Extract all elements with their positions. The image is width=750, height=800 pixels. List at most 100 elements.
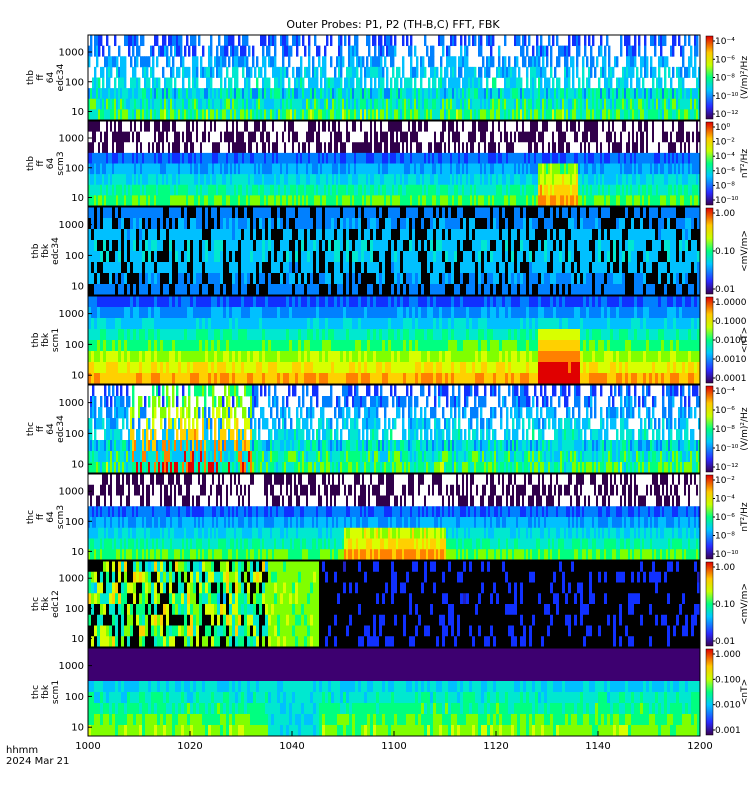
panel-2-cell xyxy=(166,142,169,154)
panel-3-cell xyxy=(232,229,236,241)
panel-2-cell xyxy=(120,174,123,186)
panel-1-cell xyxy=(318,88,321,100)
panel-2-cell xyxy=(130,131,133,143)
panel-1-cell xyxy=(236,45,239,57)
panel-2-cell xyxy=(460,163,463,175)
panel-2-cell xyxy=(632,174,635,186)
panel-2-cell xyxy=(356,163,359,175)
panel-1-cell xyxy=(542,109,545,120)
panel-2-cell xyxy=(192,131,195,143)
panel-2-cell xyxy=(306,163,309,175)
panel-2-cell xyxy=(368,184,371,196)
panel-1-cell xyxy=(530,88,533,100)
panel-3-cell xyxy=(331,284,335,295)
panel-2-cell xyxy=(496,195,499,206)
panel-3-cell xyxy=(175,251,179,263)
panel-2-cell xyxy=(168,174,171,186)
panel-1-cell xyxy=(428,98,431,110)
panel-2-cell xyxy=(230,142,233,154)
panel-2-cell xyxy=(494,152,497,164)
panel-3-cell xyxy=(259,218,263,230)
panel-2-cell xyxy=(686,121,689,133)
panel-2-cell xyxy=(562,142,565,154)
panel-2-cell xyxy=(608,163,611,175)
panel-1-cell xyxy=(384,109,387,120)
panel-3-cell xyxy=(100,273,104,285)
panel-1-cell xyxy=(244,35,247,47)
panel-2-cell xyxy=(528,163,531,175)
panel-1-ylabel: edc34 xyxy=(56,63,66,91)
panel-1-cell xyxy=(608,98,611,110)
panel-2-cell xyxy=(394,121,397,133)
panel-1-cell xyxy=(162,35,165,47)
panel-2-cell xyxy=(204,184,207,196)
panel-2-cell xyxy=(124,121,127,133)
panel-1-cell xyxy=(534,56,537,68)
panel-2-cell xyxy=(186,152,189,164)
panel-3-cell xyxy=(169,273,173,285)
panel-2-cell xyxy=(458,174,461,186)
panel-1-cell xyxy=(92,109,95,120)
panel-2-cell xyxy=(352,163,355,175)
panel-1-cell xyxy=(588,98,591,110)
panel-1-cell xyxy=(564,98,567,110)
panel-2-cell xyxy=(592,142,595,154)
panel-3-cell xyxy=(103,273,107,285)
panel-2-cell xyxy=(652,121,655,133)
panel-2-cell xyxy=(128,121,131,133)
panel-1-cell xyxy=(388,45,391,57)
panel-1-cell xyxy=(178,109,181,120)
panel-1-cell xyxy=(150,45,153,57)
panel-2-cell xyxy=(102,195,105,206)
panel-1-cell xyxy=(524,98,527,110)
panel-2-cell xyxy=(210,121,213,133)
panel-3-cell xyxy=(265,218,269,230)
panel-1-cell xyxy=(668,109,671,120)
panel-2-cell xyxy=(532,163,535,175)
panel-3-cell xyxy=(208,262,212,274)
panel-1-cell xyxy=(414,88,417,100)
panel-1-cell xyxy=(242,66,245,78)
panel-2-cell xyxy=(200,184,203,196)
panel-2-cell xyxy=(674,163,677,175)
panel-2-cell xyxy=(120,163,123,175)
panel-1-cell xyxy=(402,109,405,120)
panel-3-cell xyxy=(349,218,353,230)
panel-1-cell xyxy=(208,109,211,120)
panel-2-cell xyxy=(132,131,135,143)
panel-2-cell xyxy=(258,152,261,164)
panel-1-cell xyxy=(242,109,245,120)
panel-2-cell xyxy=(634,174,637,186)
panel-2-cell xyxy=(272,121,275,133)
panel-1-cell xyxy=(598,88,601,100)
panel-1-cell xyxy=(360,109,363,120)
panel-2-cell xyxy=(632,195,635,206)
panel-1-cell xyxy=(690,109,693,120)
panel-3-cell xyxy=(358,284,362,295)
panel-2-cell xyxy=(614,195,617,206)
panel-2-cell xyxy=(392,142,395,154)
panel-1-cell xyxy=(94,88,97,100)
panel-1-cell xyxy=(168,88,171,100)
panel-2-cell xyxy=(182,195,185,206)
panel-2-cell xyxy=(432,131,435,143)
panel-3-cell xyxy=(262,273,266,285)
panel-2-cell xyxy=(420,131,423,143)
panel-1-cell xyxy=(136,98,139,110)
panel-1-cell xyxy=(396,77,399,89)
panel-3-cell xyxy=(193,218,197,230)
panel-1-cell xyxy=(388,35,391,47)
panel-1-cell xyxy=(484,109,487,120)
panel-1-cell xyxy=(410,109,413,120)
panel-2-cell xyxy=(240,142,243,154)
panel-2-cell xyxy=(190,131,193,143)
panel-2-cell xyxy=(426,174,429,186)
panel-1-cell xyxy=(180,98,183,110)
panel-2-cell xyxy=(256,121,259,133)
panel-2-cell xyxy=(332,163,335,175)
panel-1-cell xyxy=(176,109,179,120)
panel-1-cell xyxy=(334,66,337,78)
panel-1-cell xyxy=(246,77,249,89)
panel-3-cell xyxy=(133,251,137,263)
panel-2-cell xyxy=(412,121,415,133)
